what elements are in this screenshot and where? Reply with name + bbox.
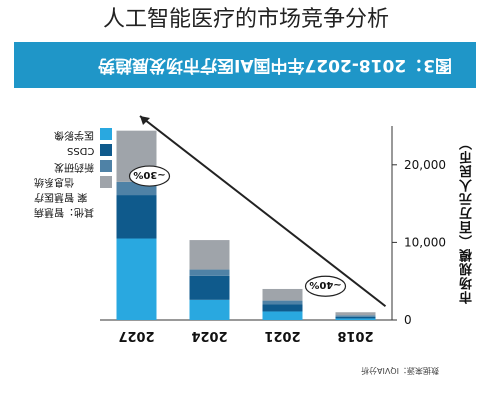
legend-item-cdss: CDSS bbox=[30, 142, 112, 158]
y-tick-label: 20,000 bbox=[404, 158, 446, 172]
legend-label: 其他：智慧病案 智慧医疗信息系统 bbox=[34, 176, 94, 217]
bar-segment bbox=[262, 300, 303, 305]
trend-arrow-head bbox=[140, 116, 150, 125]
legend: 医学影像 CDSS 新药研发 其他：智慧病案 智慧医疗信息系统 bbox=[30, 126, 112, 244]
bar-segment bbox=[335, 316, 376, 319]
x-tick-label: 2027 bbox=[118, 328, 154, 343]
trend-arrow bbox=[139, 115, 387, 308]
bar-segment bbox=[189, 299, 230, 320]
figure-banner: 图3：2018-2027年中国AI医疗市场发展趋势 bbox=[14, 42, 476, 88]
bar-segment bbox=[262, 288, 303, 301]
y-tick-label: 0 bbox=[404, 313, 412, 327]
y-tick-label: 10,000 bbox=[404, 235, 446, 249]
legend-label: CDSS bbox=[66, 145, 94, 156]
legend-swatch bbox=[100, 176, 112, 188]
bar-segment bbox=[262, 304, 303, 312]
legend-label: 新药研发 bbox=[54, 161, 94, 172]
bar-segment bbox=[116, 238, 157, 320]
legend-label: 医学影像 bbox=[54, 129, 94, 140]
cagr-label: ~30% bbox=[133, 169, 165, 180]
x-tick-label: 2021 bbox=[264, 328, 300, 343]
bar-segment bbox=[189, 275, 230, 300]
bar-segment bbox=[189, 269, 230, 276]
cagr-label: ~40% bbox=[309, 279, 341, 290]
cagr-badge bbox=[304, 275, 347, 297]
legend-swatch bbox=[100, 144, 112, 156]
bar-segment bbox=[335, 318, 376, 320]
legend-swatch bbox=[100, 128, 112, 140]
source-note: 数据来源：IQVIA分析 bbox=[361, 366, 439, 375]
x-tick-label: 2018 bbox=[337, 328, 373, 343]
legend-item-drug-discovery: 新药研发 bbox=[30, 158, 112, 174]
bar-segment bbox=[262, 311, 303, 320]
x-tick-label: 2024 bbox=[191, 328, 227, 343]
cagr-badge bbox=[128, 165, 171, 187]
legend-swatch bbox=[100, 160, 112, 172]
legend-item-other: 其他：智慧病案 智慧医疗信息系统 bbox=[30, 174, 112, 238]
bar-segment bbox=[189, 240, 230, 270]
y-axis-label: 市场规模（百万元人民币） bbox=[460, 136, 475, 304]
bar-segment bbox=[335, 315, 376, 317]
bar-segment bbox=[116, 195, 157, 239]
stacked-bar-chart: 0 10,000 20,000 2027 2024 2021 2018 ~40% ~30% bbox=[100, 115, 446, 343]
legend-item-medical-imaging: 医学影像 bbox=[30, 126, 112, 142]
bar-segment bbox=[335, 312, 376, 316]
figure-title: 图3：2018-2027年中国AI医疗市场发展趋势 bbox=[98, 55, 452, 75]
page-caption: 人工智能医疗的市场竞争分析 bbox=[102, 7, 389, 32]
